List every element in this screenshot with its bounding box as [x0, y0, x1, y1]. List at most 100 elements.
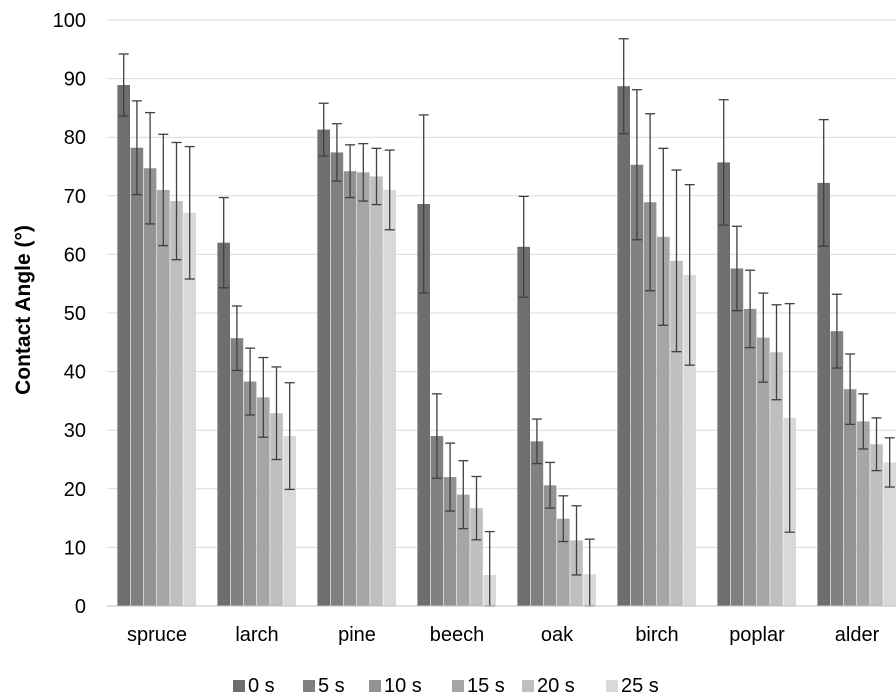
bar-spruce-10s: [143, 168, 157, 606]
x-tick-label: birch: [635, 624, 678, 646]
legend-label: 20 s: [537, 675, 575, 697]
bar-alder-0s: [817, 182, 830, 606]
y-tick-labels: 0 10 20 30 40 50 60 70 80 90 100: [53, 10, 86, 618]
legend-label: 10 s: [384, 675, 422, 697]
error-bar: [318, 102, 329, 157]
error-bar: [158, 133, 169, 247]
bar-larch-5s: [230, 338, 244, 606]
error-bar: [231, 305, 242, 372]
legend-item: 0 s: [233, 675, 275, 697]
error-bar: [331, 123, 342, 182]
error-bar: [884, 437, 895, 488]
bar-alder-20s: [870, 444, 883, 606]
legend-item: 20 s: [522, 675, 575, 697]
bar-larch-10s: [243, 381, 257, 606]
bar-alder-15s: [857, 421, 870, 606]
x-tick-label: spruce: [127, 624, 187, 646]
y-tick-label: 70: [64, 186, 86, 208]
bar-pine-15s: [357, 172, 370, 607]
error-bar: [558, 495, 569, 543]
bar-oak-0s: [517, 246, 530, 607]
error-bars: [118, 38, 895, 607]
bar-beech-20s: [470, 508, 483, 606]
bar-pine-25s: [383, 189, 396, 606]
error-bar: [818, 118, 829, 247]
legend-item: 5 s: [303, 675, 345, 697]
error-bar: [531, 418, 542, 465]
bar-birch-0s: [617, 86, 630, 606]
legend-swatch: [303, 680, 315, 692]
bar-larch-15s: [257, 397, 270, 606]
bar-oak-15s: [557, 518, 570, 606]
error-bar: [731, 225, 742, 312]
error-bar: [184, 145, 195, 280]
error-bar: [145, 111, 156, 225]
bar-groups: [117, 85, 896, 607]
error-bar: [831, 293, 842, 369]
error-bar: [718, 99, 729, 226]
error-bar: [384, 149, 395, 231]
bar-spruce-5s: [130, 147, 144, 607]
error-bar: [858, 393, 869, 450]
bar-spruce-15s: [157, 189, 170, 606]
y-tick-label: 100: [53, 10, 86, 32]
bar-alder-5s: [830, 331, 844, 606]
x-tick-label: larch: [235, 624, 278, 646]
bar-birch-15s: [657, 236, 670, 606]
x-tick-label: poplar: [729, 624, 785, 646]
legend-label: 5 s: [318, 675, 345, 697]
y-tick-label: 60: [64, 244, 86, 266]
error-bar: [445, 442, 456, 512]
error-bar: [284, 382, 295, 491]
error-bar: [171, 141, 182, 261]
bar-oak-10s: [543, 485, 557, 606]
error-bar: [431, 393, 442, 479]
x-tick-labels: spruce larch pine beech oak birch poplar alder: [127, 624, 880, 646]
error-bar: [118, 53, 129, 117]
bar-pine-0s: [317, 129, 330, 606]
bar-larch-20s: [270, 413, 283, 606]
error-bar: [258, 356, 269, 438]
bar-birch-25s: [683, 274, 696, 606]
legend-swatch: [369, 680, 381, 692]
x-tick-label: oak: [541, 624, 574, 646]
legend-swatch: [233, 680, 245, 692]
error-bar: [618, 38, 629, 135]
legend-label: 0 s: [248, 675, 275, 697]
bar-alder-25s: [883, 462, 896, 606]
x-tick-label: beech: [430, 624, 485, 646]
bar-poplar-15s: [757, 337, 770, 606]
y-tick-label: 90: [64, 69, 86, 91]
y-tick-label: 30: [64, 420, 86, 442]
y-tick-label: 80: [64, 127, 86, 149]
y-tick-label: 10: [64, 537, 86, 559]
error-bar: [684, 184, 695, 366]
error-bar: [271, 366, 282, 461]
y-tick-label: 40: [64, 362, 86, 384]
legend-item: 25 s: [606, 675, 659, 697]
error-bar: [471, 475, 482, 541]
x-tick-label: pine: [338, 624, 376, 646]
error-bar: [658, 147, 669, 326]
legend-item: 10 s: [369, 675, 422, 697]
y-tick-label: 20: [64, 479, 86, 501]
error-bar: [245, 347, 256, 416]
x-tick-label: alder: [835, 624, 880, 646]
bar-oak-5s: [530, 441, 544, 606]
error-bar: [758, 292, 769, 383]
error-bar: [458, 460, 469, 530]
error-bar: [645, 113, 656, 292]
error-bar: [784, 302, 795, 533]
legend-label: 25 s: [621, 675, 659, 697]
bar-birch-5s: [630, 164, 644, 606]
legend-label: 15 s: [467, 675, 505, 697]
bar-poplar-10s: [743, 308, 757, 606]
bar-poplar-20s: [770, 352, 783, 606]
error-bar: [358, 142, 369, 202]
error-bar: [871, 417, 882, 472]
error-bar: [418, 114, 429, 294]
error-bar: [518, 195, 529, 298]
error-bar: [631, 89, 642, 241]
error-bar: [745, 269, 756, 349]
